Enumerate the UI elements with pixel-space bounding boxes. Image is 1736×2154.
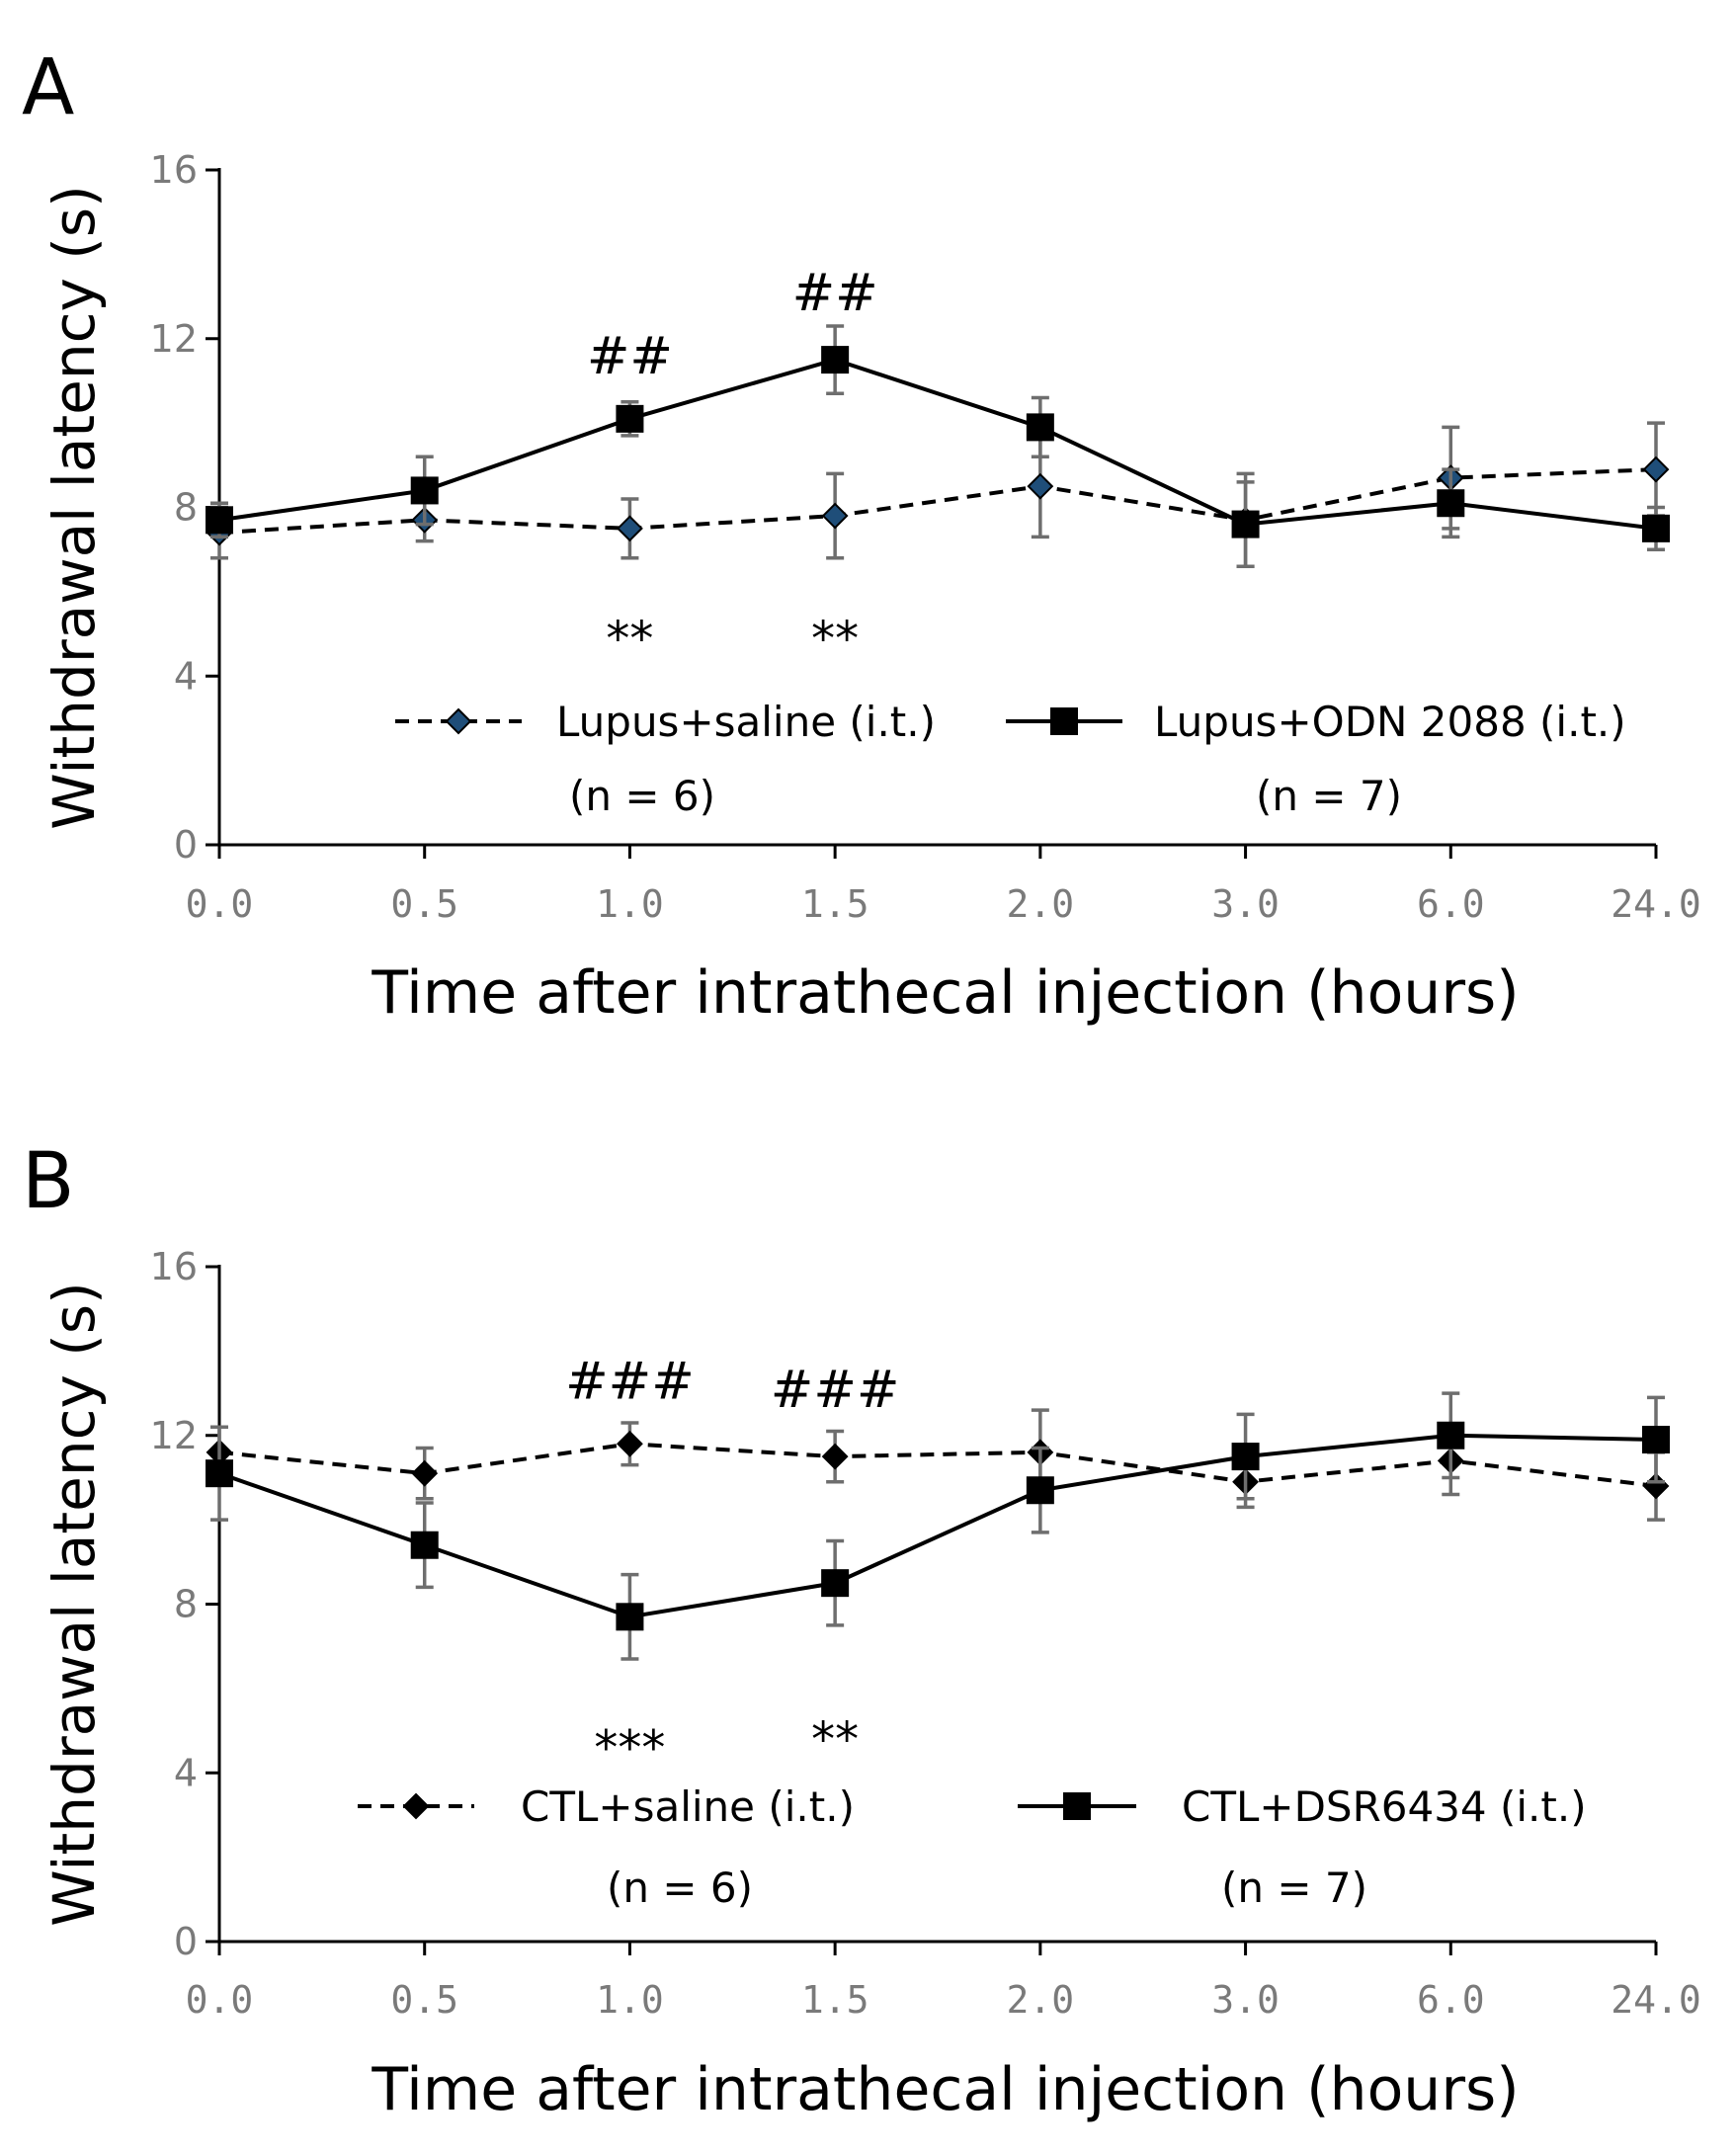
x-tick-label: 2.0 — [1007, 1978, 1075, 2022]
y-tick-label: 8 — [174, 1583, 198, 1626]
x-tick-label: 1.5 — [801, 1978, 869, 2022]
series-line — [218, 1442, 1657, 1488]
y-tick-label: 0 — [174, 823, 198, 867]
data-point-square — [821, 346, 850, 374]
significance-stars: ** — [811, 1712, 859, 1768]
x-axis-label: Time after intrathecal injection (hours) — [371, 958, 1519, 1028]
y-tick-label: 8 — [174, 486, 198, 530]
legend-label: CTL+DSR6434 (i.t.) — [1182, 1782, 1587, 1831]
data-point-diamond — [1027, 472, 1054, 500]
data-point-square — [1642, 514, 1670, 542]
data-point-diamond — [821, 1443, 849, 1470]
panel-b: B 0 4 8 12 16 0.0 0.5 1.0 1.5 2.0 3.0 6.0 24.0 Withdra… — [22, 1137, 1701, 2124]
data-point-diamond — [617, 1430, 643, 1457]
y-axis-label: Withdrawal latency (s) — [41, 1282, 108, 1926]
legend-label: CTL+saline (i.t.) — [521, 1782, 855, 1831]
legend-marker-square — [1063, 1792, 1091, 1820]
legend-marker-square — [1050, 707, 1078, 735]
data-point-diamond — [617, 515, 643, 542]
x-tick-label: 6.0 — [1417, 882, 1485, 926]
significance-stars: *** — [594, 1721, 665, 1777]
data-point-diamond — [411, 1459, 439, 1487]
data-point-diamond — [1642, 456, 1670, 483]
y-tick-label: 12 — [150, 1414, 198, 1457]
data-point-square — [410, 476, 439, 505]
x-tick-label: 1.5 — [801, 882, 869, 926]
x-tick-label: 2.0 — [1007, 882, 1075, 926]
y-tick-label: 0 — [174, 1920, 198, 1963]
significance-hash: ## — [587, 327, 673, 386]
x-tick-label: 1.0 — [596, 882, 664, 926]
panel-a: A 0 4 8 12 16 0.0 0.5 1.0 1.5 2.0 3.0 6.0 24.0 Withdra… — [22, 43, 1701, 1028]
series-line — [218, 1433, 1657, 1619]
data-point-square — [616, 1603, 644, 1631]
panel-letter: B — [22, 1137, 75, 1226]
y-tick-label: 16 — [150, 148, 198, 192]
data-point-square — [821, 1569, 850, 1598]
significance-stars: ** — [606, 612, 653, 667]
series-line — [218, 358, 1657, 531]
x-tick-label: 0.0 — [186, 1978, 254, 2022]
data-point-square — [616, 404, 644, 433]
x-axis-label: Time after intrathecal injection (hours) — [371, 2055, 1519, 2124]
data-point-square — [1231, 1443, 1260, 1471]
data-point-square — [206, 1459, 233, 1488]
legend-label: Lupus+saline (i.t.) — [556, 698, 936, 746]
panel-letter: A — [22, 43, 74, 132]
data-point-square — [1437, 1421, 1465, 1450]
y-tick-label: 12 — [150, 317, 198, 361]
x-tick-label: 1.0 — [596, 1978, 664, 2022]
x-tick-label: 0.5 — [390, 882, 458, 926]
x-tick-label: 3.0 — [1211, 1978, 1280, 2022]
y-tick-label: 4 — [174, 1751, 198, 1794]
series-2 — [206, 1391, 1670, 1661]
legend-n-label: (n = 7) — [1256, 772, 1402, 820]
significance-hash: ## — [792, 264, 878, 323]
y-tick-label: 4 — [174, 654, 198, 698]
x-tick-label: 24.0 — [1611, 1978, 1701, 2022]
significance-stars: ** — [811, 612, 859, 667]
x-tick-label: 24.0 — [1611, 882, 1701, 926]
y-tick-label: 16 — [150, 1245, 198, 1288]
x-tick-label: 6.0 — [1417, 1978, 1485, 2022]
data-point-square — [206, 506, 233, 535]
x-tick-label: 3.0 — [1211, 882, 1280, 926]
significance-hash: ### — [771, 1361, 900, 1420]
series-line — [218, 467, 1657, 536]
series-2 — [206, 324, 1670, 569]
legend-marker-diamond — [445, 707, 472, 735]
y-axis-label: Withdrawal latency (s) — [41, 185, 108, 829]
legend-n-label: (n = 6) — [569, 772, 715, 820]
data-point-square — [1437, 489, 1465, 518]
legend-n-label: (n = 6) — [607, 1864, 753, 1912]
data-point-diamond — [821, 502, 849, 530]
significance-hash: ### — [565, 1352, 695, 1411]
data-point-square — [1026, 1476, 1054, 1505]
legend-marker-diamond — [402, 1792, 430, 1820]
data-point-square — [410, 1531, 439, 1559]
legend-n-label: (n = 7) — [1221, 1864, 1367, 1912]
legend-label: Lupus+ODN 2088 (i.t.) — [1154, 698, 1626, 746]
data-point-square — [1642, 1426, 1670, 1454]
data-point-square — [1026, 413, 1054, 442]
data-point-square — [1231, 510, 1260, 538]
x-tick-label: 0.5 — [390, 1978, 458, 2022]
x-tick-label: 0.0 — [186, 882, 254, 926]
